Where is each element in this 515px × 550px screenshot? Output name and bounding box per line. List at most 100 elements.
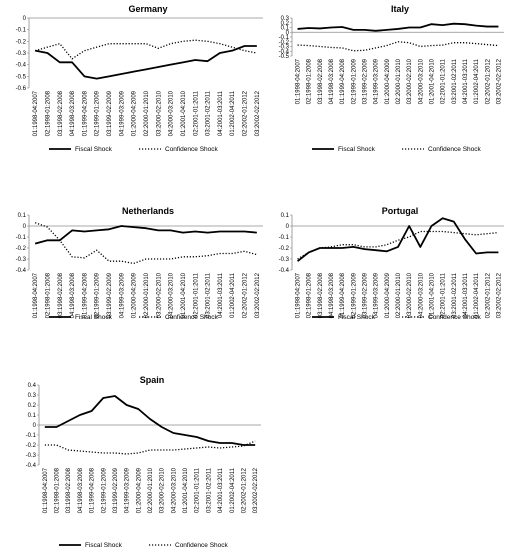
x-tick-label: 04:2001-03:2011 — [218, 272, 224, 318]
x-tick-label: 04:2000-03:2010 — [418, 272, 424, 318]
chart-title: Spain — [140, 375, 165, 385]
y-tick-label: 0 — [23, 224, 27, 230]
x-tick-label: 01:2002-04:2011 — [230, 90, 236, 136]
y-tick-label: -0.1 — [16, 28, 27, 34]
x-tick-label: 03:1998-02:2008 — [66, 467, 72, 513]
series-line-fiscal-shock — [34, 45, 257, 80]
x-tick-label: 04:2000-03:2010 — [171, 467, 177, 513]
x-tick-label: 01:1999-04:2008 — [82, 272, 88, 318]
y-tick-label: 0.2 — [28, 403, 37, 409]
x-tick-label: 04:1999-03:2009 — [119, 272, 125, 318]
x-tick-label: 04:2001-03:2011 — [218, 467, 224, 513]
y-tick-label: 0 — [286, 224, 290, 230]
y-tick-label: -0.4 — [279, 49, 290, 55]
x-tick-label: 01:2002-04:2011 — [230, 272, 236, 318]
x-tick-label: 01:2001-04:2010 — [183, 467, 189, 513]
x-tick-label: 01:1999-04:2008 — [340, 272, 346, 318]
x-tick-label: 02:2002-01:2012 — [243, 272, 249, 318]
y-tick-label: -0.3 — [279, 257, 290, 263]
x-tick-label: 04:1999-03:2009 — [125, 467, 131, 513]
x-tick-label: 04:1998-03:2008 — [70, 90, 76, 136]
legend-label-fiscal-shock: Fiscal Shock — [338, 314, 376, 321]
y-tick-label: 0 — [286, 30, 290, 36]
y-tick-label: -0.3 — [26, 453, 37, 459]
x-tick-label: 04:1998-03:2008 — [78, 467, 84, 513]
legend-label-fiscal-shock: Fiscal Shock — [338, 146, 376, 153]
x-tick-label: 03:2001-02:2011 — [452, 58, 458, 104]
series-line-fiscal-shock — [297, 22, 499, 32]
x-tick-label: 02:2002-01:2012 — [485, 58, 491, 104]
y-tick-label: -0.4 — [16, 63, 27, 69]
series-line-confidence-shock — [297, 230, 499, 260]
x-tick-label: 02:1999-01:2009 — [101, 467, 107, 513]
x-tick-label: 02:2002-01:2012 — [243, 90, 249, 136]
x-tick-label: 03:2001-02:2011 — [206, 90, 212, 136]
x-tick-label: 01:2001-04:2010 — [429, 58, 435, 104]
y-tick-label: 0.1 — [18, 213, 27, 219]
x-tick-label: 03:2000-02:2010 — [407, 58, 413, 104]
y-tick-label: -0.4 — [26, 463, 37, 469]
y-tick-label: -0.4 — [279, 268, 290, 274]
x-tick-label: 02:2001-01:2011 — [193, 272, 199, 318]
x-tick-label: 02:2001-01:2011 — [441, 272, 447, 318]
x-tick-label: 04:2001-03:2011 — [218, 90, 224, 136]
legend-label-confidence-shock: Confidence Shock — [165, 146, 219, 153]
x-tick-label: 01:2000-04:2009 — [132, 272, 138, 318]
x-tick-label: 01:1999-04:2008 — [90, 467, 96, 513]
x-tick-label: 03:1998-02:2008 — [58, 90, 64, 136]
y-tick-label: 0.4 — [28, 383, 37, 389]
legend-label-confidence-shock: Confidence Shock — [175, 542, 229, 549]
x-tick-label: 04:2000-03:2010 — [418, 58, 424, 104]
x-tick-label: 03:1998-02:2008 — [58, 272, 64, 318]
series-line-confidence-shock — [44, 440, 256, 455]
y-tick-label: 0 — [23, 16, 27, 22]
x-tick-label: 03:1999-02:2009 — [363, 272, 369, 318]
legend-label-confidence-shock: Confidence Shock — [428, 314, 482, 321]
y-tick-label: -0.1 — [279, 35, 290, 41]
series-line-confidence-shock — [34, 39, 257, 60]
y-tick-label: -0.5 — [279, 54, 290, 60]
x-tick-label: 02:1999-01:2009 — [351, 272, 357, 318]
x-tick-label: 01:2001-04:2010 — [181, 90, 187, 136]
x-tick-label: 03:2002-02:2012 — [496, 272, 502, 318]
y-tick-label: -0.2 — [26, 443, 37, 449]
x-tick-label: 02:2000-01:2010 — [144, 90, 150, 136]
x-tick-label: 02:2001-01:2011 — [441, 58, 447, 104]
x-tick-label: 01:2000-04:2009 — [385, 58, 391, 104]
x-tick-label: 01:1998-04:2007 — [33, 272, 39, 318]
x-tick-label: 01:2002-04:2011 — [474, 272, 480, 318]
x-tick-label: 01:2002-04:2011 — [474, 58, 480, 104]
y-tick-label: -0.3 — [279, 45, 290, 51]
y-tick-label: -0.3 — [16, 257, 27, 263]
legend-label-confidence-shock: Confidence Shock — [428, 146, 482, 153]
x-tick-label: 04:1998-03:2008 — [70, 272, 76, 318]
chart-title: Germany — [128, 4, 167, 14]
x-tick-label: 03:1999-02:2009 — [107, 90, 113, 136]
x-tick-label: 02:1999-01:2009 — [95, 90, 101, 136]
series-line-confidence-shock — [34, 222, 258, 265]
y-tick-label: -0.1 — [26, 433, 37, 439]
legend-label-fiscal-shock: Fiscal Shock — [75, 146, 113, 153]
x-tick-label: 03:2002-02:2012 — [255, 272, 261, 318]
y-tick-label: -0.6 — [16, 86, 27, 92]
y-tick-label: -0.3 — [16, 51, 27, 57]
chart-title: Portugal — [382, 206, 419, 216]
x-tick-label: 02:2000-01:2010 — [396, 272, 402, 318]
chart-netherlands: Netherlands 0.1 0 -0.1 -0.2 -0.3 -0.4 01:1998-0… — [16, 206, 263, 321]
x-tick-label: 01:1999-04:2008 — [82, 90, 88, 136]
y-tick-label: 0.1 — [28, 413, 37, 419]
y-tick-label: -0.2 — [279, 40, 290, 46]
x-tick-label: 01:1999-04:2008 — [340, 58, 346, 104]
x-tick-label: 01:2000-04:2009 — [385, 272, 391, 318]
x-tick-label: 03:1998-02:2008 — [318, 58, 324, 104]
x-tick-label: 03:2002-02:2012 — [496, 58, 502, 104]
x-tick-label: 01:1998-04:2007 — [296, 58, 302, 104]
x-tick-label: 04:1999-03:2009 — [374, 58, 380, 104]
y-tick-label: 0.2 — [281, 21, 290, 27]
x-tick-label: 04:2000-03:2010 — [169, 272, 175, 318]
x-tick-label: 01:1998-04:2007 — [33, 90, 39, 136]
x-tick-label: 01:1998-04:2007 — [43, 467, 49, 513]
y-tick-label: -0.1 — [16, 235, 27, 241]
y-tick-label: 0.1 — [281, 26, 290, 32]
legend-label-fiscal-shock: Fiscal Shock — [85, 542, 123, 549]
